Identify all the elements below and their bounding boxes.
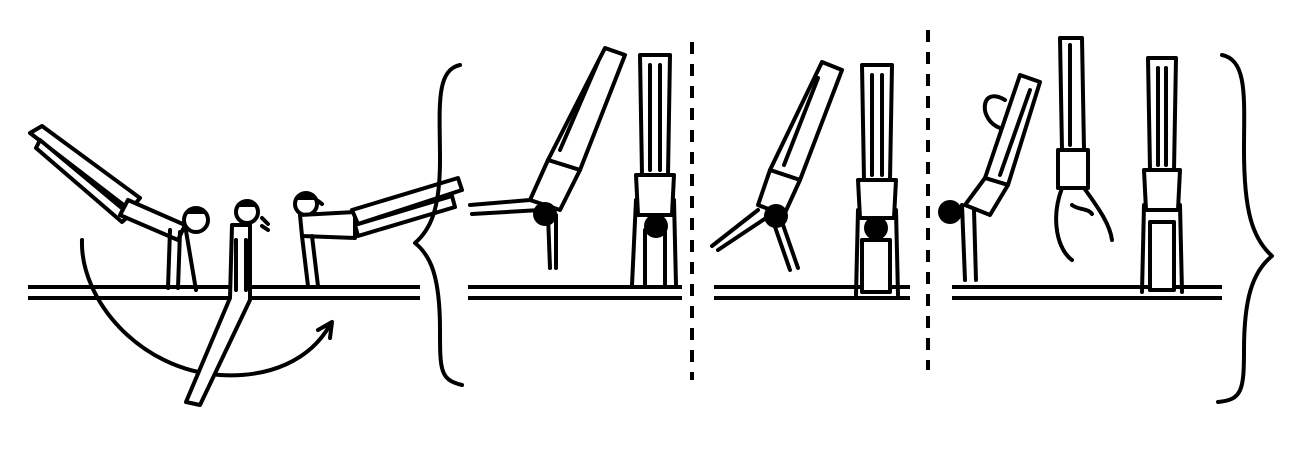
bar-option-c <box>952 285 1222 300</box>
gymnast-option-b-tilted <box>710 60 844 272</box>
gymnast-underswing <box>184 199 270 407</box>
brace-right <box>1216 53 1274 404</box>
bar-left <box>28 285 420 300</box>
option-a <box>468 46 682 300</box>
brace-left <box>413 63 464 387</box>
gymnast-support-legs-back <box>28 124 210 292</box>
gymnast-option-a-handstand <box>630 53 678 287</box>
entry-sequence <box>28 124 464 407</box>
gymnast-option-c-handstand <box>1140 56 1184 294</box>
gymnast-option-c-twist <box>938 73 1042 282</box>
gymnast-option-b-handstand <box>854 63 900 297</box>
gymnast-support-legs-forward <box>293 176 464 288</box>
option-c <box>938 36 1222 300</box>
option-b <box>710 60 910 300</box>
gymnast-option-a-tilted <box>468 46 627 270</box>
bar-option-a <box>468 285 682 300</box>
gymnast-option-c-straddle <box>1054 36 1114 262</box>
